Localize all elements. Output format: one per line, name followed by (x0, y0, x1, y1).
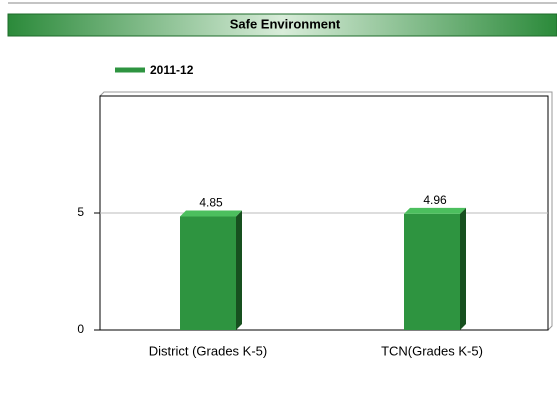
x-tick-label: District (Grades K-5) (149, 343, 267, 358)
bar (404, 213, 460, 330)
bar-side (236, 210, 242, 330)
legend-label: 2011-12 (150, 63, 194, 77)
plot-depth (99, 91, 553, 331)
bar-top (180, 210, 242, 217)
chart-title: Safe Environment (230, 16, 341, 31)
bar (180, 216, 236, 330)
value-label: 4.96 (423, 193, 447, 207)
y-tick-label: 5 (77, 205, 84, 219)
value-label: 4.85 (199, 196, 223, 210)
x-tick-label: TCN(Grades K-5) (381, 343, 483, 358)
y-tick-label: 0 (77, 322, 84, 336)
header-bar (7, 13, 557, 37)
bar-side (460, 207, 466, 330)
bar-top (404, 207, 466, 214)
